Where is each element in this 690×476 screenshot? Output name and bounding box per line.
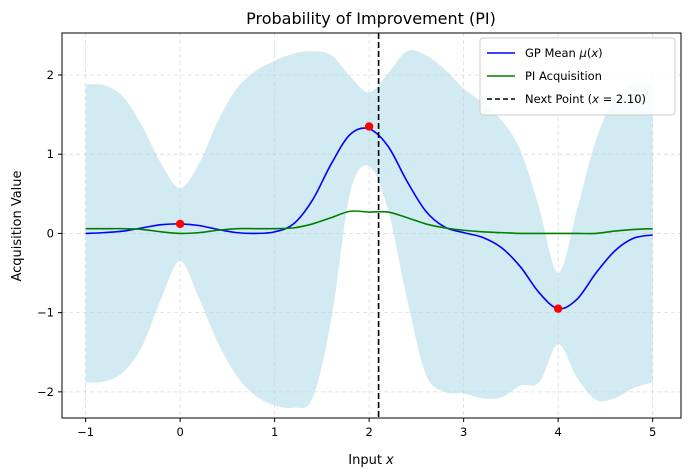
chart-title: Probability of Improvement (PI): [246, 9, 496, 28]
observation-point: [364, 122, 374, 131]
pi-acquisition-line: [85, 210, 653, 235]
y-tick-label: 2: [47, 68, 54, 82]
x-axis-label-main: Input: [348, 453, 386, 468]
x-tick-label: 2: [365, 425, 372, 439]
x-tick-label: 3: [460, 425, 467, 439]
legend-label-next-point: Next Point (x = 2.10): [525, 92, 646, 106]
legend-label-pi: PI Acquisition: [525, 69, 602, 83]
uncertainty-band: [85, 50, 653, 409]
observation-point: [175, 219, 185, 229]
x-tick-label: 1: [271, 425, 278, 439]
legend-box: [479, 37, 676, 116]
x-tick-label: 5: [649, 425, 656, 439]
x-tick-label: 4: [554, 425, 561, 439]
confidence-band: [85, 50, 653, 409]
x-tick-label: 0: [176, 425, 183, 439]
plot-frame: [61, 32, 682, 419]
y-tick-label: 1: [47, 147, 54, 161]
x-tick-label: −1: [77, 425, 94, 439]
x-axis-label-var: x: [385, 453, 394, 468]
y-tick-label: 0: [47, 226, 54, 240]
x-axis-label: Input x: [348, 453, 394, 468]
observation-point: [553, 304, 563, 313]
legend-label-gp-mean: GP Mean μ(x): [525, 46, 603, 60]
observation-points: [175, 122, 563, 313]
y-tick-label: −2: [37, 385, 54, 399]
legend: GP Mean μ(x) PI Acquisition Next Point (…: [479, 37, 676, 116]
y-tick-label: −1: [37, 306, 54, 320]
y-axis-label: Acquisition Value: [10, 170, 25, 281]
axis-ticks: −1 0 1 2 3 4 5 −2 −1 0 1 2: [37, 68, 656, 439]
